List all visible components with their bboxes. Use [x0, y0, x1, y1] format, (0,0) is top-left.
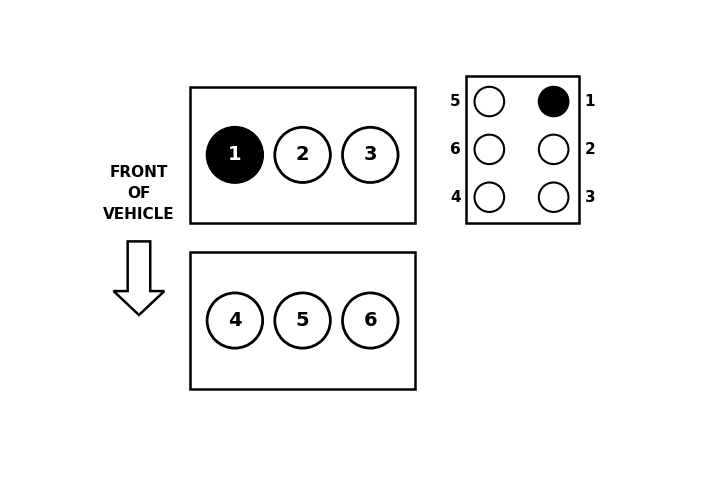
Bar: [190, 87, 416, 223]
Text: 3: 3: [363, 145, 377, 164]
Polygon shape: [114, 241, 165, 315]
Ellipse shape: [207, 293, 263, 348]
Ellipse shape: [475, 135, 505, 164]
Text: 4: 4: [228, 311, 242, 330]
Bar: [190, 252, 416, 389]
Text: 2: 2: [296, 145, 309, 164]
Text: 6: 6: [363, 311, 377, 330]
Ellipse shape: [207, 127, 263, 183]
Ellipse shape: [342, 127, 398, 183]
Ellipse shape: [539, 87, 569, 116]
Text: 1: 1: [585, 94, 596, 109]
Ellipse shape: [342, 293, 398, 348]
Text: 5: 5: [450, 94, 461, 109]
Text: FRONT
OF
VEHICLE: FRONT OF VEHICLE: [103, 165, 175, 222]
Ellipse shape: [539, 183, 569, 212]
Text: 3: 3: [585, 190, 596, 205]
Text: 1: 1: [228, 145, 242, 164]
Ellipse shape: [274, 293, 331, 348]
Text: 4: 4: [450, 190, 461, 205]
Bar: [466, 76, 579, 223]
Text: 6: 6: [450, 142, 461, 157]
Ellipse shape: [539, 135, 569, 164]
Ellipse shape: [274, 127, 331, 183]
Text: 5: 5: [296, 311, 309, 330]
Ellipse shape: [475, 87, 505, 116]
Text: 2: 2: [585, 142, 596, 157]
Ellipse shape: [475, 183, 505, 212]
